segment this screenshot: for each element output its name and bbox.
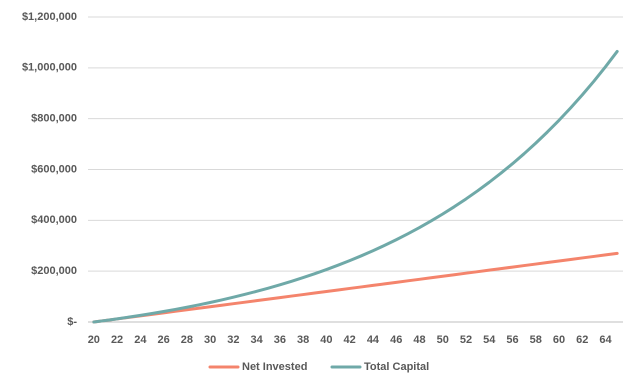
y-tick-label: $800,000 <box>31 113 77 125</box>
x-tick-label: 42 <box>344 334 356 346</box>
x-tick-label: 58 <box>530 334 542 346</box>
x-tick-label: 40 <box>320 334 332 346</box>
x-tick-label: 26 <box>157 334 169 346</box>
x-tick-label: 56 <box>506 334 518 346</box>
y-tick-label: $- <box>67 316 77 328</box>
y-tick-label: $400,000 <box>31 214 77 226</box>
x-tick-label: 52 <box>460 334 472 346</box>
x-tick-label: 38 <box>297 334 309 346</box>
legend-label: Net Invested <box>242 361 307 373</box>
x-tick-label: 62 <box>576 334 588 346</box>
x-tick-label: 20 <box>88 334 100 346</box>
x-tick-label: 64 <box>599 334 612 346</box>
x-tick-label: 60 <box>553 334 565 346</box>
legend-label: Total Capital <box>364 361 429 373</box>
x-tick-label: 48 <box>413 334 425 346</box>
x-tick-label: 34 <box>251 334 264 346</box>
x-tick-label: 36 <box>274 334 286 346</box>
x-tick-label: 24 <box>134 334 147 346</box>
series-line <box>92 49 619 324</box>
series-line <box>92 251 619 324</box>
y-tick-label: $1,200,000 <box>22 11 77 23</box>
y-tick-label: $600,000 <box>31 163 77 175</box>
x-tick-label: 50 <box>437 334 449 346</box>
x-tick-label: 22 <box>111 334 123 346</box>
x-tick-label: 46 <box>390 334 402 346</box>
x-tick-label: 44 <box>367 334 380 346</box>
x-tick-label: 32 <box>227 334 239 346</box>
y-tick-label: $1,000,000 <box>22 62 77 74</box>
x-tick-label: 30 <box>204 334 216 346</box>
x-tick-label: 28 <box>181 334 193 346</box>
x-tick-label: 54 <box>483 334 496 346</box>
y-tick-label: $200,000 <box>31 265 77 277</box>
